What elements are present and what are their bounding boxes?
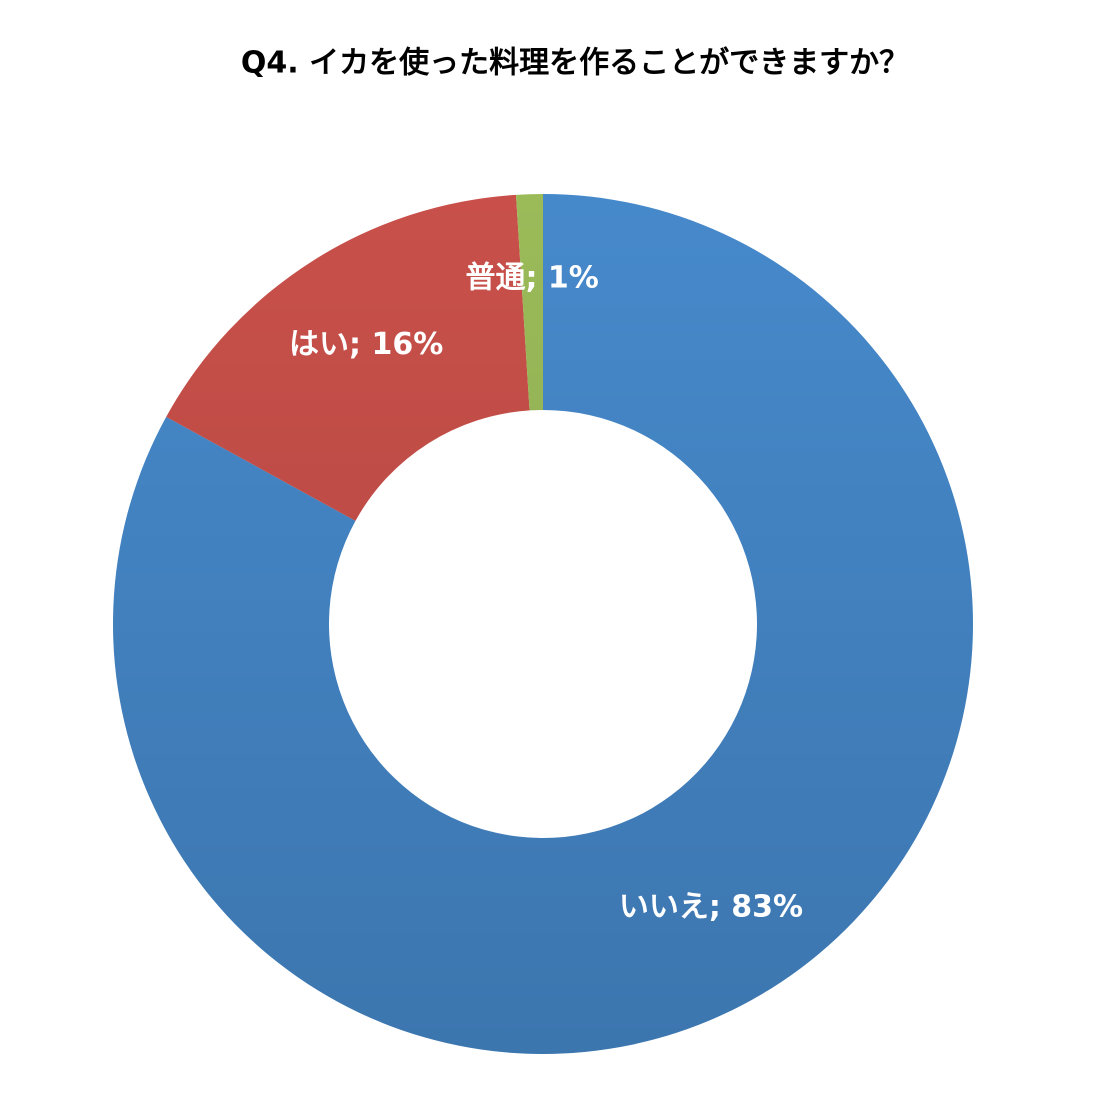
data-label: はい; 16% (289, 327, 443, 362)
chart-title: Q4. イカを使った料理を作ることができますか？ (241, 46, 909, 81)
slices (112, 194, 973, 1055)
data-label: 普通; 1% (465, 261, 598, 296)
data-label: いいえ; 83% (619, 890, 803, 925)
labels: いいえ; 83% はい; 16% 普通; 1% (289, 261, 803, 925)
